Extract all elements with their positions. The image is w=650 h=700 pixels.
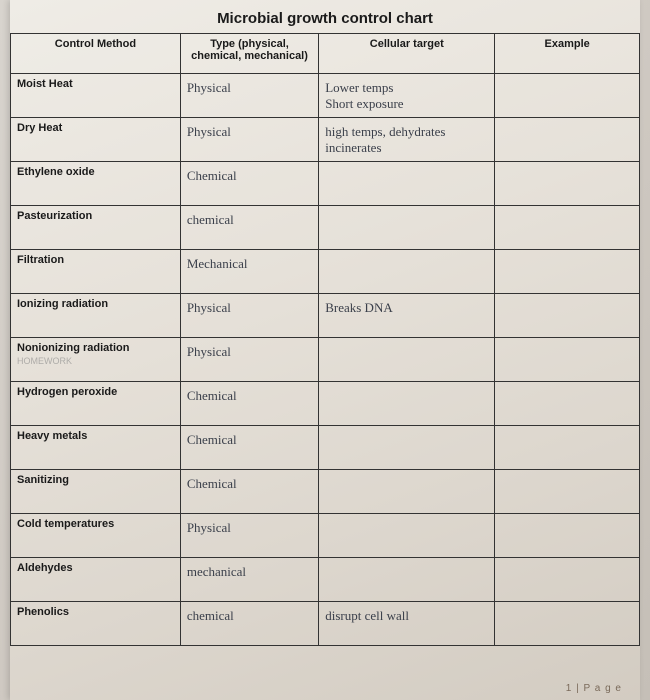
cell-example bbox=[495, 426, 640, 470]
cell-example bbox=[495, 338, 640, 382]
method-label: Phenolics bbox=[17, 606, 69, 618]
col-header-type: Type (physical, chemical, mechanical) bbox=[180, 34, 318, 74]
cell-target bbox=[319, 426, 495, 470]
cell-method: Aldehydes bbox=[11, 558, 181, 602]
table-row: Hydrogen peroxide Chemical bbox=[11, 382, 640, 426]
cell-type: Chemical bbox=[180, 426, 318, 470]
table-row: Heavy metals Chemical bbox=[11, 426, 640, 470]
method-label: Heavy metals bbox=[17, 430, 87, 442]
cell-example bbox=[495, 74, 640, 118]
cell-method: Pasteurization bbox=[11, 206, 181, 250]
cell-example bbox=[495, 470, 640, 514]
cell-type: Chemical bbox=[180, 162, 318, 206]
method-label: Moist Heat bbox=[17, 78, 73, 90]
method-label: Ionizing radiation bbox=[17, 298, 108, 310]
cell-example bbox=[495, 206, 640, 250]
cell-target: Breaks DNA bbox=[319, 294, 495, 338]
cell-type: chemical bbox=[180, 206, 318, 250]
cell-type: Mechanical bbox=[180, 250, 318, 294]
method-label: Nonionizing radiation bbox=[17, 342, 129, 354]
table-header-row: Control Method Type (physical, chemical,… bbox=[11, 34, 640, 74]
col-header-example: Example bbox=[495, 34, 640, 74]
cell-type: Physical bbox=[180, 514, 318, 558]
cell-method: Cold temperatures bbox=[11, 514, 181, 558]
cell-target bbox=[319, 382, 495, 426]
page-title: Microbial growth control chart bbox=[10, 0, 640, 33]
cell-target bbox=[319, 514, 495, 558]
method-label: Sanitizing bbox=[17, 474, 69, 486]
method-label: Dry Heat bbox=[17, 122, 62, 134]
cell-type: Chemical bbox=[180, 470, 318, 514]
cell-method: Phenolics bbox=[11, 602, 181, 646]
cell-example bbox=[495, 602, 640, 646]
worksheet-paper: Microbial growth control chart Control M… bbox=[10, 0, 640, 700]
control-chart-table: Control Method Type (physical, chemical,… bbox=[10, 33, 640, 646]
cell-target bbox=[319, 558, 495, 602]
cell-target bbox=[319, 338, 495, 382]
cell-target: high temps, dehydratesincinerates bbox=[319, 118, 495, 162]
faint-text: HOMEWORK bbox=[17, 356, 174, 366]
cell-example bbox=[495, 118, 640, 162]
cell-method: Filtration bbox=[11, 250, 181, 294]
method-label: Ethylene oxide bbox=[17, 166, 95, 178]
cell-example bbox=[495, 294, 640, 338]
method-label: Filtration bbox=[17, 254, 64, 266]
table-row: Aldehydes mechanical bbox=[11, 558, 640, 602]
cell-type: chemical bbox=[180, 602, 318, 646]
cell-example bbox=[495, 514, 640, 558]
cell-target bbox=[319, 250, 495, 294]
cell-type: mechanical bbox=[180, 558, 318, 602]
method-label: Pasteurization bbox=[17, 210, 92, 222]
cell-example bbox=[495, 382, 640, 426]
table-row: Phenolics chemicaldisrupt cell wall bbox=[11, 602, 640, 646]
table-row: Nonionizing radiation HOMEWORK Physical bbox=[11, 338, 640, 382]
table-row: Moist Heat PhysicalLower tempsShort expos… bbox=[11, 74, 640, 118]
cell-target bbox=[319, 470, 495, 514]
table-row: Pasteurization chemical bbox=[11, 206, 640, 250]
cell-type: Physical bbox=[180, 118, 318, 162]
cell-target: disrupt cell wall bbox=[319, 602, 495, 646]
cell-target: Lower tempsShort exposure bbox=[319, 74, 495, 118]
table-row: Sanitizing Chemical bbox=[11, 470, 640, 514]
table-row: Filtration Mechanical bbox=[11, 250, 640, 294]
cell-method: Ethylene oxide bbox=[11, 162, 181, 206]
table-row: Ethylene oxide Chemical bbox=[11, 162, 640, 206]
table-row: Ionizing radiation PhysicalBreaks DNA bbox=[11, 294, 640, 338]
cell-type: Physical bbox=[180, 338, 318, 382]
cell-example bbox=[495, 558, 640, 602]
method-label: Aldehydes bbox=[17, 562, 73, 574]
cell-example bbox=[495, 162, 640, 206]
cell-type: Chemical bbox=[180, 382, 318, 426]
cell-method: Hydrogen peroxide bbox=[11, 382, 181, 426]
cell-example bbox=[495, 250, 640, 294]
method-label: Hydrogen peroxide bbox=[17, 386, 117, 398]
page-footer: 1 | P a g e bbox=[566, 683, 622, 694]
cell-method: Heavy metals bbox=[11, 426, 181, 470]
cell-target bbox=[319, 206, 495, 250]
cell-type: Physical bbox=[180, 74, 318, 118]
cell-method: Nonionizing radiation HOMEWORK bbox=[11, 338, 181, 382]
cell-type: Physical bbox=[180, 294, 318, 338]
cell-target bbox=[319, 162, 495, 206]
table-row: Cold temperatures Physical bbox=[11, 514, 640, 558]
cell-method: Sanitizing bbox=[11, 470, 181, 514]
cell-method: Ionizing radiation bbox=[11, 294, 181, 338]
col-header-target: Cellular target bbox=[319, 34, 495, 74]
cell-method: Dry Heat bbox=[11, 118, 181, 162]
col-header-method: Control Method bbox=[11, 34, 181, 74]
cell-method: Moist Heat bbox=[11, 74, 181, 118]
table-row: Dry Heat Physicalhigh temps, dehydratesin… bbox=[11, 118, 640, 162]
method-label: Cold temperatures bbox=[17, 518, 114, 530]
